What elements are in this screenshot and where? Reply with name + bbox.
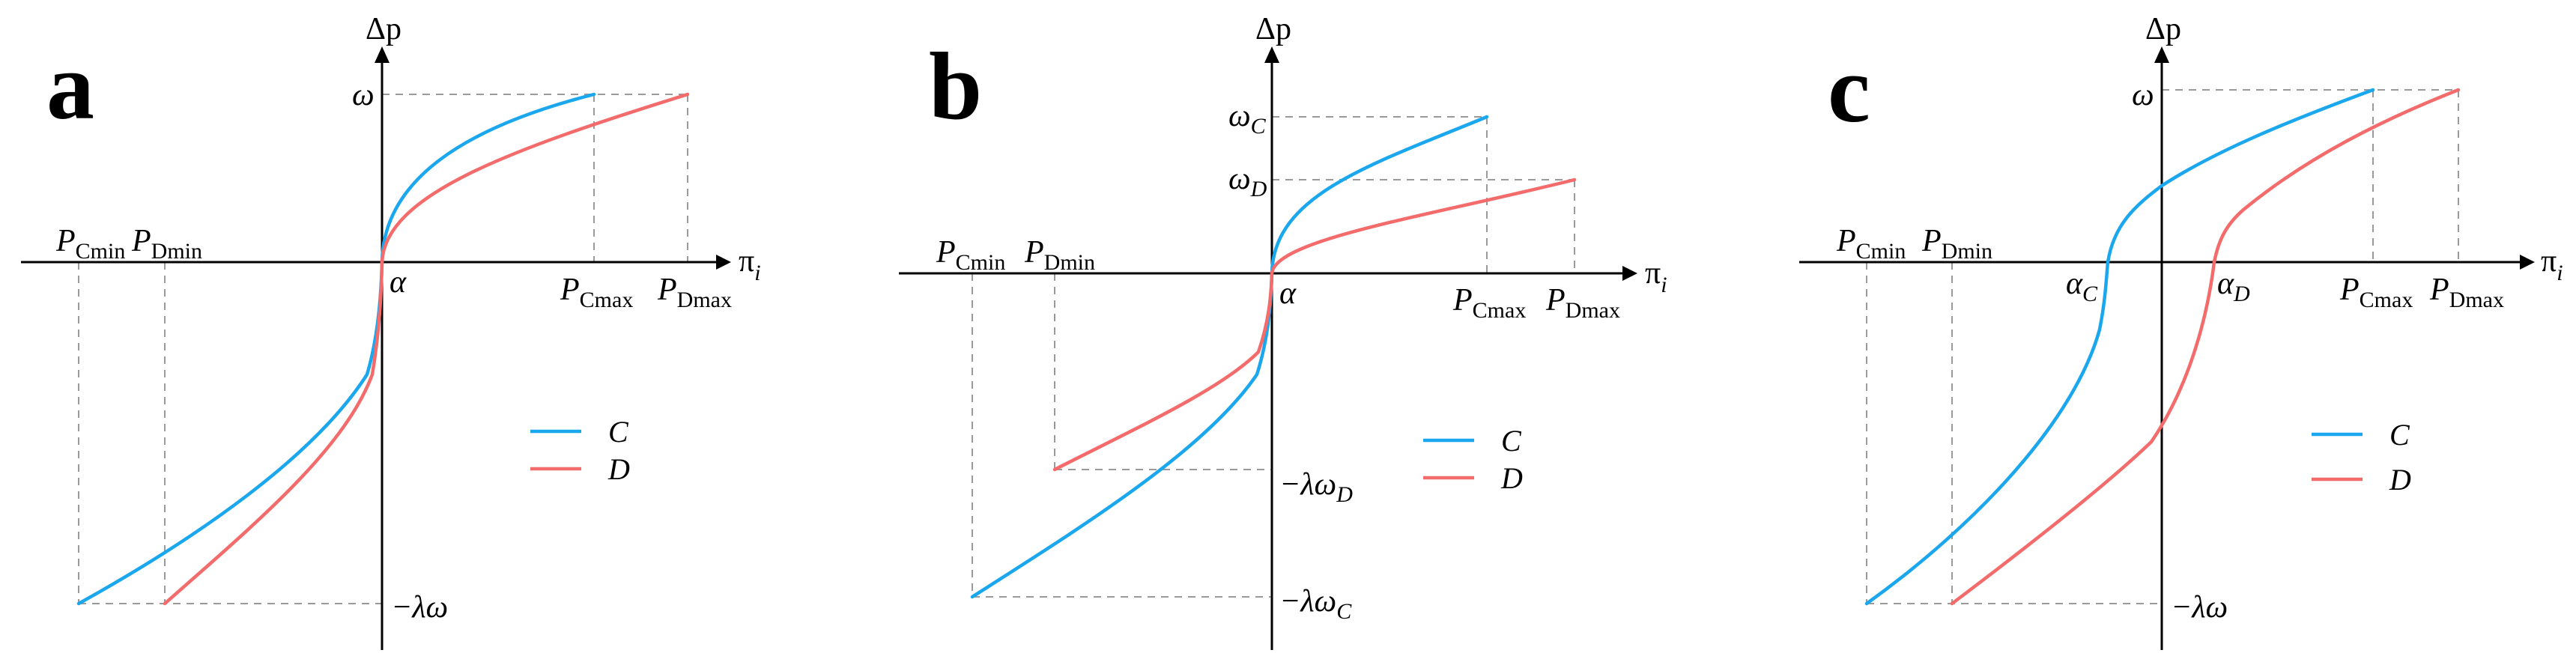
p-d-min-label-c: PDmin: [1921, 224, 1992, 264]
p-c-max-label-c: PCmax: [2339, 273, 2413, 312]
legend-label-d-a: D: [607, 452, 630, 486]
legend-a: C D: [530, 415, 630, 486]
p-c-min-label-b: PCmin: [936, 235, 1005, 275]
curve-c-a: [76, 92, 596, 606]
p-c-min-label-a: PCmin: [55, 224, 125, 264]
legend-c: C D: [2312, 418, 2411, 496]
panel-letter-b: b: [929, 33, 982, 139]
guide-lines-b: [972, 116, 1575, 598]
x-axis-arrow-a: [716, 255, 731, 270]
guide-lines-a: [78, 94, 688, 604]
p-d-min-label-b: PDmin: [1024, 235, 1095, 275]
panel-letter-a: a: [46, 33, 94, 139]
x-axis-label-b: πi: [1645, 256, 1667, 297]
guide-lines-c: [1866, 89, 2459, 604]
p-c-min-label-c: PCmin: [1836, 224, 1906, 264]
x-axis-label-c: πi: [2541, 244, 2563, 285]
omega-d-label-b: ωD: [1228, 162, 1267, 201]
alpha-d-label-c: αD: [2217, 267, 2250, 306]
neg-lambda-omega-label-a: −λω: [391, 590, 448, 625]
neg-lambda-omega-c-label-b: −λωC: [1279, 584, 1352, 624]
y-axis-label-c: Δp: [2145, 12, 2181, 46]
panel-b: b Δp πi ωC ωD α −λωD −λωC PCmin PDmin PC…: [899, 12, 1667, 650]
p-c-max-label-a: PCmax: [560, 273, 633, 312]
p-d-min-label-a: PDmin: [131, 224, 202, 264]
neg-lambda-omega-d-label-b: −λωD: [1279, 467, 1353, 507]
y-axis-arrow-b: [1264, 46, 1279, 63]
neg-lambda-omega-label-c: −λω: [2171, 590, 2228, 625]
alpha-c-label-c: αC: [2066, 267, 2098, 306]
omega-label-c: ω: [2132, 78, 2154, 112]
p-c-max-label-b: PCmax: [1452, 283, 1526, 323]
panel-c: c Δp πi ω αC αD −λω PCmin PDmin PCmax PD…: [1799, 12, 2563, 650]
curve-c-c: [1864, 88, 2375, 606]
legend-label-c-c: C: [2389, 418, 2410, 452]
curve-c-b: [970, 115, 1489, 599]
p-d-max-label-c: PDmax: [2429, 273, 2504, 312]
alpha-label-b: α: [1279, 276, 1297, 311]
y-axis-label-b: Δp: [1255, 12, 1291, 46]
legend-label-c-b: C: [1501, 424, 1522, 458]
p-d-max-label-a: PDmax: [657, 273, 732, 312]
legend-b: C D: [1423, 424, 1523, 495]
curve-d-b: [1052, 177, 1577, 472]
curve-d-a: [163, 92, 690, 606]
alpha-label-a: α: [390, 265, 407, 300]
x-axis-arrow-c: [2520, 255, 2535, 270]
x-axis-arrow-b: [1622, 266, 1637, 281]
x-axis-label-a: πi: [739, 244, 761, 285]
y-axis-arrow-c: [2154, 46, 2169, 63]
omega-label-a: ω: [352, 78, 375, 112]
y-axis-arrow-a: [375, 46, 390, 63]
p-d-max-label-b: PDmax: [1545, 283, 1620, 323]
panel-a: a Δp πi ω α −λω PCmin PDmin PCmax PDmax: [21, 12, 761, 650]
curve-d-c: [1950, 88, 2461, 606]
legend-label-d-c: D: [2389, 463, 2411, 496]
y-axis-label-a: Δp: [366, 12, 401, 46]
legend-label-c-a: C: [608, 415, 629, 449]
legend-label-d-b: D: [1500, 461, 1523, 495]
omega-c-label-b: ωC: [1228, 99, 1267, 139]
panel-letter-c: c: [1828, 36, 1870, 142]
